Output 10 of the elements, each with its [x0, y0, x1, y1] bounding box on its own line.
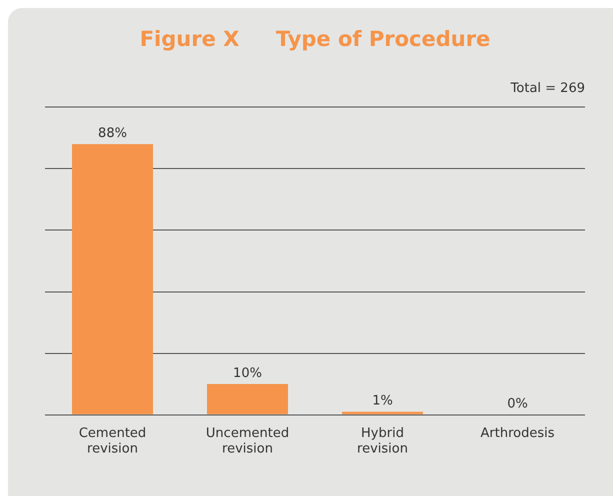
data-label: 88%	[98, 126, 127, 141]
data-label: 10%	[233, 366, 262, 381]
x-tick-label: Cemented revision	[78, 426, 146, 457]
data-label: 0%	[507, 396, 528, 412]
chart-title: Figure X Type of Procedure	[140, 27, 490, 52]
data-label: 1%	[372, 394, 393, 409]
text: Total = 269	[510, 81, 585, 96]
x-tick-label: Hybrid revision	[357, 426, 408, 457]
x-tick-label: Uncemented revision	[206, 426, 290, 457]
x-tick-label: Arthrodesis	[480, 426, 555, 441]
